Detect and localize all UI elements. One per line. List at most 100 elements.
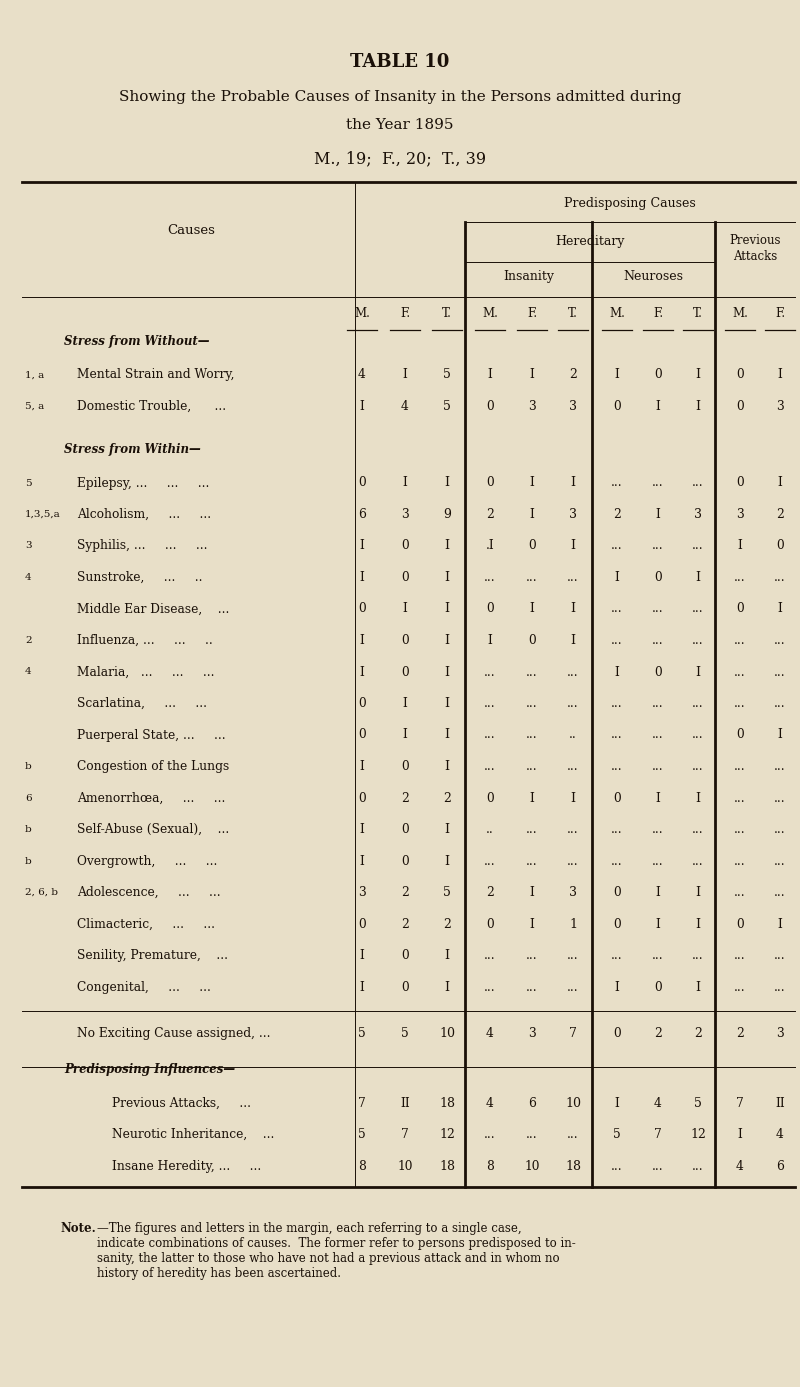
Text: 2: 2 xyxy=(736,1026,744,1040)
Text: 7: 7 xyxy=(569,1026,577,1040)
Text: 2: 2 xyxy=(694,1026,702,1040)
Text: 7: 7 xyxy=(401,1128,409,1142)
Text: I: I xyxy=(445,477,450,490)
Text: ...: ... xyxy=(611,477,623,490)
Text: I: I xyxy=(359,949,365,963)
Text: 0: 0 xyxy=(358,728,366,742)
Text: 18: 18 xyxy=(439,1160,455,1172)
Text: I: I xyxy=(614,1097,619,1110)
Text: 3: 3 xyxy=(528,1026,536,1040)
Text: I: I xyxy=(402,698,407,710)
Text: 3: 3 xyxy=(776,399,784,413)
Text: I: I xyxy=(695,886,701,899)
Text: I: I xyxy=(614,981,619,993)
Text: 3: 3 xyxy=(569,886,577,899)
Text: ...: ... xyxy=(484,571,496,584)
Text: 4: 4 xyxy=(401,399,409,413)
Text: Overgrowth,     ...     ...: Overgrowth, ... ... xyxy=(77,854,218,867)
Text: ...: ... xyxy=(692,602,704,616)
Text: 0: 0 xyxy=(654,369,662,381)
Text: ...: ... xyxy=(734,666,746,678)
Text: ...: ... xyxy=(652,698,664,710)
Text: Scarlatina,     ...     ...: Scarlatina, ... ... xyxy=(77,698,207,710)
Text: 0: 0 xyxy=(736,369,744,381)
Text: 0: 0 xyxy=(401,822,409,836)
Text: 4: 4 xyxy=(736,1160,744,1172)
Text: I: I xyxy=(530,886,534,899)
Text: ...: ... xyxy=(774,634,786,646)
Text: 2: 2 xyxy=(443,917,451,931)
Text: I: I xyxy=(695,792,701,804)
Text: 5: 5 xyxy=(25,479,32,487)
Text: 10: 10 xyxy=(524,1160,540,1172)
Text: ...: ... xyxy=(611,760,623,773)
Text: M.: M. xyxy=(732,308,748,320)
Text: I: I xyxy=(445,949,450,963)
Text: ...: ... xyxy=(692,540,704,552)
Text: Amenorrhœa,     ...     ...: Amenorrhœa, ... ... xyxy=(77,792,226,804)
Text: ...: ... xyxy=(734,760,746,773)
Text: 4: 4 xyxy=(776,1128,784,1142)
Text: ...: ... xyxy=(652,949,664,963)
Text: Insanity: Insanity xyxy=(503,270,554,283)
Text: 0: 0 xyxy=(486,477,494,490)
Text: ...: ... xyxy=(484,981,496,993)
Text: ...: ... xyxy=(567,666,579,678)
Text: 2: 2 xyxy=(443,792,451,804)
Text: I: I xyxy=(614,571,619,584)
Text: I: I xyxy=(445,981,450,993)
Text: 2: 2 xyxy=(401,886,409,899)
Text: ...: ... xyxy=(774,949,786,963)
Text: 0: 0 xyxy=(486,602,494,616)
Text: I: I xyxy=(695,666,701,678)
Text: I: I xyxy=(359,854,365,867)
Text: ...: ... xyxy=(526,728,538,742)
Text: ..: .. xyxy=(486,822,494,836)
Text: ...: ... xyxy=(774,886,786,899)
Text: TABLE 10: TABLE 10 xyxy=(350,53,450,71)
Text: 5: 5 xyxy=(613,1128,621,1142)
Text: ...: ... xyxy=(567,854,579,867)
Text: 7: 7 xyxy=(654,1128,662,1142)
Text: ...: ... xyxy=(652,760,664,773)
Text: ...: ... xyxy=(484,854,496,867)
Text: 2: 2 xyxy=(25,637,32,645)
Text: Self-Abuse (Sexual),    ...: Self-Abuse (Sexual), ... xyxy=(77,822,230,836)
Text: 0: 0 xyxy=(401,854,409,867)
Text: 2: 2 xyxy=(776,508,784,522)
Text: 6: 6 xyxy=(776,1160,784,1172)
Text: ...: ... xyxy=(652,822,664,836)
Text: —The figures and letters in the margin, each referring to a single case,
indicat: —The figures and letters in the margin, … xyxy=(97,1222,576,1280)
Text: 2: 2 xyxy=(401,792,409,804)
Text: b: b xyxy=(25,761,32,771)
Text: I: I xyxy=(359,981,365,993)
Text: ...: ... xyxy=(692,728,704,742)
Text: I: I xyxy=(778,917,782,931)
Text: 0: 0 xyxy=(358,792,366,804)
Text: 0: 0 xyxy=(736,399,744,413)
Text: ...: ... xyxy=(526,981,538,993)
Text: ...: ... xyxy=(774,571,786,584)
Text: Adolescence,     ...     ...: Adolescence, ... ... xyxy=(77,886,221,899)
Text: Congestion of the Lungs: Congestion of the Lungs xyxy=(77,760,230,773)
Text: I: I xyxy=(359,634,365,646)
Text: ...: ... xyxy=(484,1128,496,1142)
Text: ...: ... xyxy=(692,634,704,646)
Text: I: I xyxy=(445,666,450,678)
Text: the Year 1895: the Year 1895 xyxy=(346,118,454,132)
Text: ...: ... xyxy=(652,728,664,742)
Text: I: I xyxy=(445,822,450,836)
Text: ...: ... xyxy=(734,854,746,867)
Text: ...: ... xyxy=(526,854,538,867)
Text: 3: 3 xyxy=(401,508,409,522)
Text: 0: 0 xyxy=(654,571,662,584)
Text: I: I xyxy=(655,399,661,413)
Text: ...: ... xyxy=(652,602,664,616)
Text: Causes: Causes xyxy=(167,223,215,237)
Text: 0: 0 xyxy=(486,917,494,931)
Text: I: I xyxy=(359,571,365,584)
Text: 0: 0 xyxy=(358,477,366,490)
Text: I: I xyxy=(655,508,661,522)
Text: I: I xyxy=(695,917,701,931)
Text: 6: 6 xyxy=(358,508,366,522)
